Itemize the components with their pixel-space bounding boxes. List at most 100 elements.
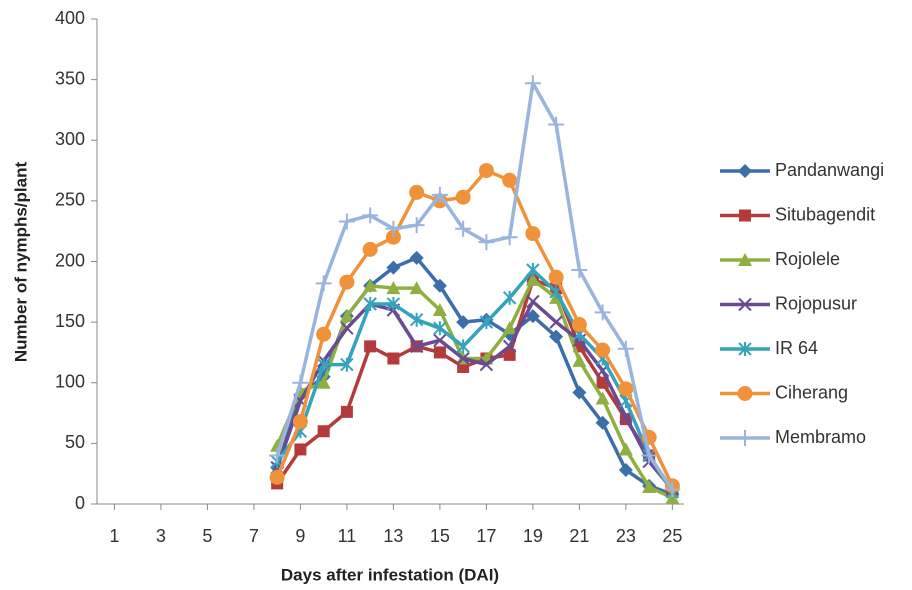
marker [594, 304, 611, 321]
marker [456, 315, 471, 330]
marker [738, 342, 752, 356]
series-line [275, 277, 674, 500]
marker [548, 269, 564, 285]
marker [478, 234, 495, 251]
marker [339, 274, 355, 290]
marker [479, 315, 494, 330]
marker [479, 357, 494, 372]
marker [738, 164, 752, 178]
marker [502, 172, 518, 188]
y-tick-label: 300 [55, 129, 85, 149]
y-tick-label: 50 [65, 432, 85, 452]
marker [501, 229, 518, 246]
legend-label: Rojolele [775, 249, 840, 269]
marker [385, 220, 402, 237]
marker [571, 317, 587, 333]
marker [387, 352, 400, 365]
y-tick-label: 150 [55, 311, 85, 331]
y-axis-label: Number of nymphs/plant [11, 162, 30, 363]
marker [524, 75, 541, 92]
marker [526, 262, 540, 277]
marker [642, 480, 657, 494]
marker [618, 442, 633, 456]
marker [294, 443, 307, 456]
x-axis-label: Days after infestation (DAI) [281, 565, 499, 584]
series-line [275, 81, 674, 491]
marker [432, 303, 447, 316]
y-tick-label: 200 [55, 250, 85, 270]
marker [408, 217, 425, 234]
marker [525, 226, 541, 242]
marker [316, 375, 331, 389]
marker [269, 447, 286, 464]
marker [432, 278, 447, 293]
series-line [275, 277, 674, 493]
marker [386, 260, 401, 275]
marker [738, 253, 752, 266]
marker [269, 469, 285, 485]
marker [362, 241, 378, 257]
x-tick-label: 9 [295, 526, 305, 546]
marker [572, 353, 587, 367]
x-tick-label: 3 [156, 526, 166, 546]
marker [664, 481, 681, 498]
legend-label: Rojopusur [775, 293, 857, 313]
marker [502, 290, 517, 305]
marker [502, 339, 517, 354]
marker [548, 116, 565, 133]
marker [386, 281, 401, 295]
x-tick-label: 5 [202, 526, 212, 546]
marker [363, 296, 377, 311]
marker [455, 189, 471, 205]
x-tick-label: 23 [616, 526, 636, 546]
marker [571, 261, 588, 278]
marker [478, 163, 494, 179]
legend-label: Situbagendit [775, 204, 875, 224]
x-tick-label: 19 [523, 526, 543, 546]
marker [433, 321, 447, 336]
marker [525, 272, 540, 286]
y-tick-label: 350 [55, 68, 85, 88]
x-tick-label: 25 [662, 526, 682, 546]
marker [595, 342, 611, 358]
marker [409, 339, 424, 354]
marker [316, 357, 331, 372]
x-tick-label: 13 [383, 526, 403, 546]
marker [526, 294, 540, 309]
marker [739, 209, 751, 222]
x-tick-label: 15 [430, 526, 450, 546]
marker [502, 321, 517, 335]
series-line [275, 168, 674, 487]
marker [315, 275, 332, 292]
series-line [275, 299, 674, 491]
x-tick-label: 21 [569, 526, 589, 546]
marker [385, 229, 401, 245]
marker [409, 184, 425, 200]
marker [455, 220, 472, 237]
marker [737, 430, 753, 446]
legend-label: IR 64 [775, 338, 818, 358]
marker [340, 357, 354, 372]
marker [737, 386, 753, 401]
marker [409, 281, 424, 295]
legend-label: Membramo [775, 427, 866, 447]
marker [340, 405, 353, 418]
marker [363, 278, 378, 292]
marker [433, 346, 446, 359]
y-tick-label: 100 [55, 372, 85, 392]
marker [595, 391, 610, 405]
marker [572, 385, 587, 400]
marker [618, 381, 634, 397]
marker [503, 348, 516, 361]
y-tick-label: 400 [55, 8, 85, 28]
marker [292, 374, 309, 391]
legend-label: Pandanwangi [775, 160, 884, 180]
marker [618, 463, 633, 478]
marker [364, 340, 377, 353]
marker [339, 309, 354, 323]
series-line [275, 268, 674, 493]
marker [549, 329, 564, 344]
marker [595, 415, 610, 430]
marker [386, 296, 401, 311]
